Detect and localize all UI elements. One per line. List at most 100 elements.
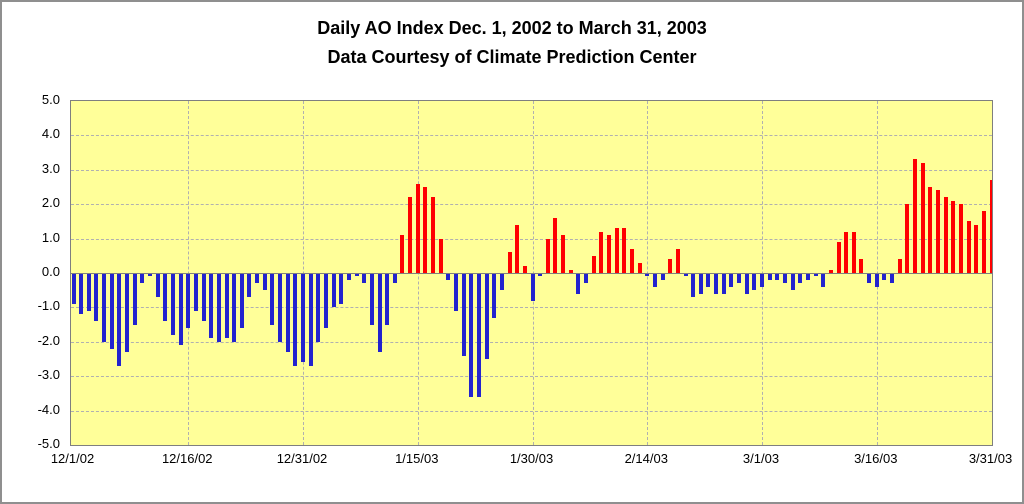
negative-bar xyxy=(209,273,214,339)
negative-bar xyxy=(170,273,175,335)
negative-bar xyxy=(94,273,99,322)
negative-bar xyxy=(201,273,206,322)
negative-bar xyxy=(79,273,84,315)
x-tick-label: 1/15/03 xyxy=(395,451,439,466)
negative-bar xyxy=(155,273,160,298)
negative-bar xyxy=(71,273,76,304)
positive-bar xyxy=(568,269,573,273)
negative-bar xyxy=(301,273,305,363)
negative-bar xyxy=(538,273,543,277)
negative-bar xyxy=(247,273,252,298)
negative-bar xyxy=(385,273,390,325)
negative-bar xyxy=(193,273,198,311)
plot-area xyxy=(70,100,993,446)
positive-bar xyxy=(828,269,833,273)
positive-bar xyxy=(438,238,443,273)
negative-bar xyxy=(882,273,887,280)
negative-bar xyxy=(576,273,581,294)
negative-bar xyxy=(293,273,298,366)
positive-bar xyxy=(844,231,849,273)
positive-bar xyxy=(561,235,566,273)
negative-bar xyxy=(117,273,122,366)
positive-bar xyxy=(974,224,979,273)
positive-bar xyxy=(522,266,527,273)
negative-bar xyxy=(821,273,826,287)
negative-bar xyxy=(492,273,497,318)
negative-bar xyxy=(530,273,535,301)
negative-bar xyxy=(744,273,749,294)
negative-bar xyxy=(186,273,191,329)
negative-bar xyxy=(706,273,711,287)
positive-bar xyxy=(897,259,902,273)
positive-bar xyxy=(553,217,558,273)
negative-bar xyxy=(239,273,244,329)
horizontal-gridline xyxy=(71,135,992,137)
negative-bar xyxy=(683,273,688,277)
horizontal-gridline xyxy=(71,169,992,171)
positive-bar xyxy=(423,187,428,273)
negative-bar xyxy=(874,273,879,287)
x-tick-label: 12/16/02 xyxy=(161,451,213,466)
negative-bar xyxy=(790,273,795,291)
x-tick-label: 3/16/03 xyxy=(854,451,898,466)
positive-bar xyxy=(431,197,436,273)
positive-bar xyxy=(614,228,619,273)
negative-bar xyxy=(86,273,91,311)
positive-bar xyxy=(928,187,933,273)
negative-bar xyxy=(308,273,313,366)
horizontal-gridline xyxy=(71,238,992,240)
negative-bar xyxy=(224,273,229,339)
negative-bar xyxy=(461,273,466,356)
negative-bar xyxy=(323,273,328,329)
y-tick-label: -3.0 xyxy=(37,367,60,383)
negative-bar xyxy=(760,273,764,287)
positive-bar xyxy=(668,259,673,273)
y-tick-label: 5.0 xyxy=(41,92,60,107)
y-tick-label: 0.0 xyxy=(41,264,60,279)
negative-bar xyxy=(362,273,367,284)
negative-bar xyxy=(132,273,137,325)
positive-bar xyxy=(515,224,520,273)
negative-bar xyxy=(767,273,772,280)
chart-title-line1: Daily AO Index Dec. 1, 2002 to March 31,… xyxy=(317,18,707,38)
positive-bar xyxy=(966,221,971,273)
y-tick-label: 3.0 xyxy=(41,160,60,176)
positive-bar xyxy=(400,235,405,273)
negative-bar xyxy=(163,273,168,322)
positive-bar xyxy=(913,159,917,273)
positive-bar xyxy=(836,242,841,273)
x-tick-label: 2/14/03 xyxy=(624,451,668,466)
positive-bar xyxy=(935,190,940,273)
negative-bar xyxy=(890,273,895,284)
negative-bar xyxy=(584,273,589,284)
negative-bar xyxy=(782,273,787,284)
y-tick-label: 2.0 xyxy=(41,195,60,211)
negative-bar xyxy=(125,273,130,353)
positive-bar xyxy=(607,235,611,273)
negative-bar xyxy=(102,273,107,342)
zero-axis-line xyxy=(71,273,992,274)
negative-bar xyxy=(454,273,458,311)
negative-bar xyxy=(339,273,344,304)
negative-bar xyxy=(331,273,336,308)
negative-bar xyxy=(270,273,275,325)
negative-bar xyxy=(652,273,657,287)
negative-bar xyxy=(645,273,650,277)
negative-bar xyxy=(469,273,474,397)
negative-bar xyxy=(798,273,803,284)
negative-bar xyxy=(377,273,382,353)
y-tick-label: -4.0 xyxy=(37,401,60,417)
negative-bar xyxy=(255,273,260,284)
y-tick-label: -1.0 xyxy=(37,298,60,314)
positive-bar xyxy=(943,197,948,273)
negative-bar xyxy=(476,273,481,397)
negative-bar xyxy=(867,273,872,284)
negative-bar xyxy=(775,273,780,280)
positive-bar xyxy=(591,255,596,273)
negative-bar xyxy=(232,273,237,342)
positive-bar xyxy=(905,204,910,273)
positive-bar xyxy=(989,180,992,273)
negative-bar xyxy=(369,273,374,325)
negative-bar xyxy=(484,273,489,359)
negative-bar xyxy=(148,273,152,277)
